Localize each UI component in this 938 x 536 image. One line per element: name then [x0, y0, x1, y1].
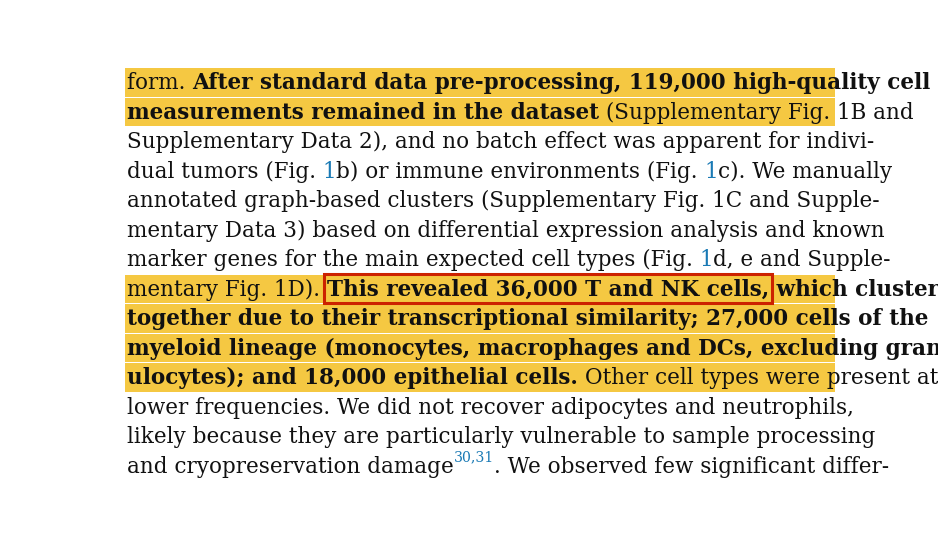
Text: . We observed few significant differ-: . We observed few significant differ-	[493, 456, 889, 478]
Text: marker genes for the main expected cell types (Fig.: marker genes for the main expected cell …	[127, 249, 700, 271]
Text: d, e and Supple-: d, e and Supple-	[713, 249, 890, 271]
Text: 30,31: 30,31	[453, 450, 493, 464]
FancyBboxPatch shape	[125, 333, 835, 362]
Text: together due to their transcriptional similarity; 27,000 cells of the: together due to their transcriptional si…	[127, 308, 928, 331]
Text: (Supplementary Fig. 1B and: (Supplementary Fig. 1B and	[598, 102, 914, 124]
Text: myeloid lineage (monocytes, macrophages and DCs, excluding gran-: myeloid lineage (monocytes, macrophages …	[127, 338, 938, 360]
Text: likely because they are particularly vulnerable to sample processing: likely because they are particularly vul…	[127, 427, 875, 449]
Text: and cryopreservation damage: and cryopreservation damage	[127, 456, 453, 478]
FancyBboxPatch shape	[125, 98, 835, 126]
Text: 1: 1	[323, 161, 336, 183]
Text: 1: 1	[700, 249, 713, 271]
Text: mentary Fig. 1D).: mentary Fig. 1D).	[127, 279, 326, 301]
Text: 1: 1	[704, 161, 719, 183]
Text: After standard data pre-processing, 119,000 high-quality cell: After standard data pre-processing, 119,…	[192, 72, 930, 94]
FancyBboxPatch shape	[125, 363, 835, 392]
Text: annotated graph-based clusters (Supplementary Fig. 1C and Supple-: annotated graph-based clusters (Suppleme…	[127, 190, 879, 212]
Text: measurements remained in the dataset: measurements remained in the dataset	[127, 102, 598, 124]
Text: which clustered: which clustered	[769, 279, 938, 301]
Text: lower frequencies. We did not recover adipocytes and neutrophils,: lower frequencies. We did not recover ad…	[127, 397, 854, 419]
FancyBboxPatch shape	[125, 304, 835, 332]
Text: dual tumors (Fig.: dual tumors (Fig.	[127, 161, 323, 183]
Text: b) or immune environments (Fig.: b) or immune environments (Fig.	[336, 161, 704, 183]
Text: Other cell types were present at: Other cell types were present at	[578, 368, 938, 390]
Text: Supplementary Data 2), and no batch effect was apparent for indivi-: Supplementary Data 2), and no batch effe…	[127, 131, 874, 153]
Text: c). We manually: c). We manually	[719, 161, 892, 183]
Text: ulocytes); and 18,000 epithelial cells.: ulocytes); and 18,000 epithelial cells.	[127, 367, 578, 390]
FancyBboxPatch shape	[125, 274, 835, 303]
FancyBboxPatch shape	[125, 68, 835, 96]
Text: mentary Data 3) based on differential expression analysis and known: mentary Data 3) based on differential ex…	[127, 220, 885, 242]
Text: This revealed 36,000 T and NK cells,: This revealed 36,000 T and NK cells,	[326, 279, 769, 301]
Text: form.: form.	[127, 72, 192, 94]
